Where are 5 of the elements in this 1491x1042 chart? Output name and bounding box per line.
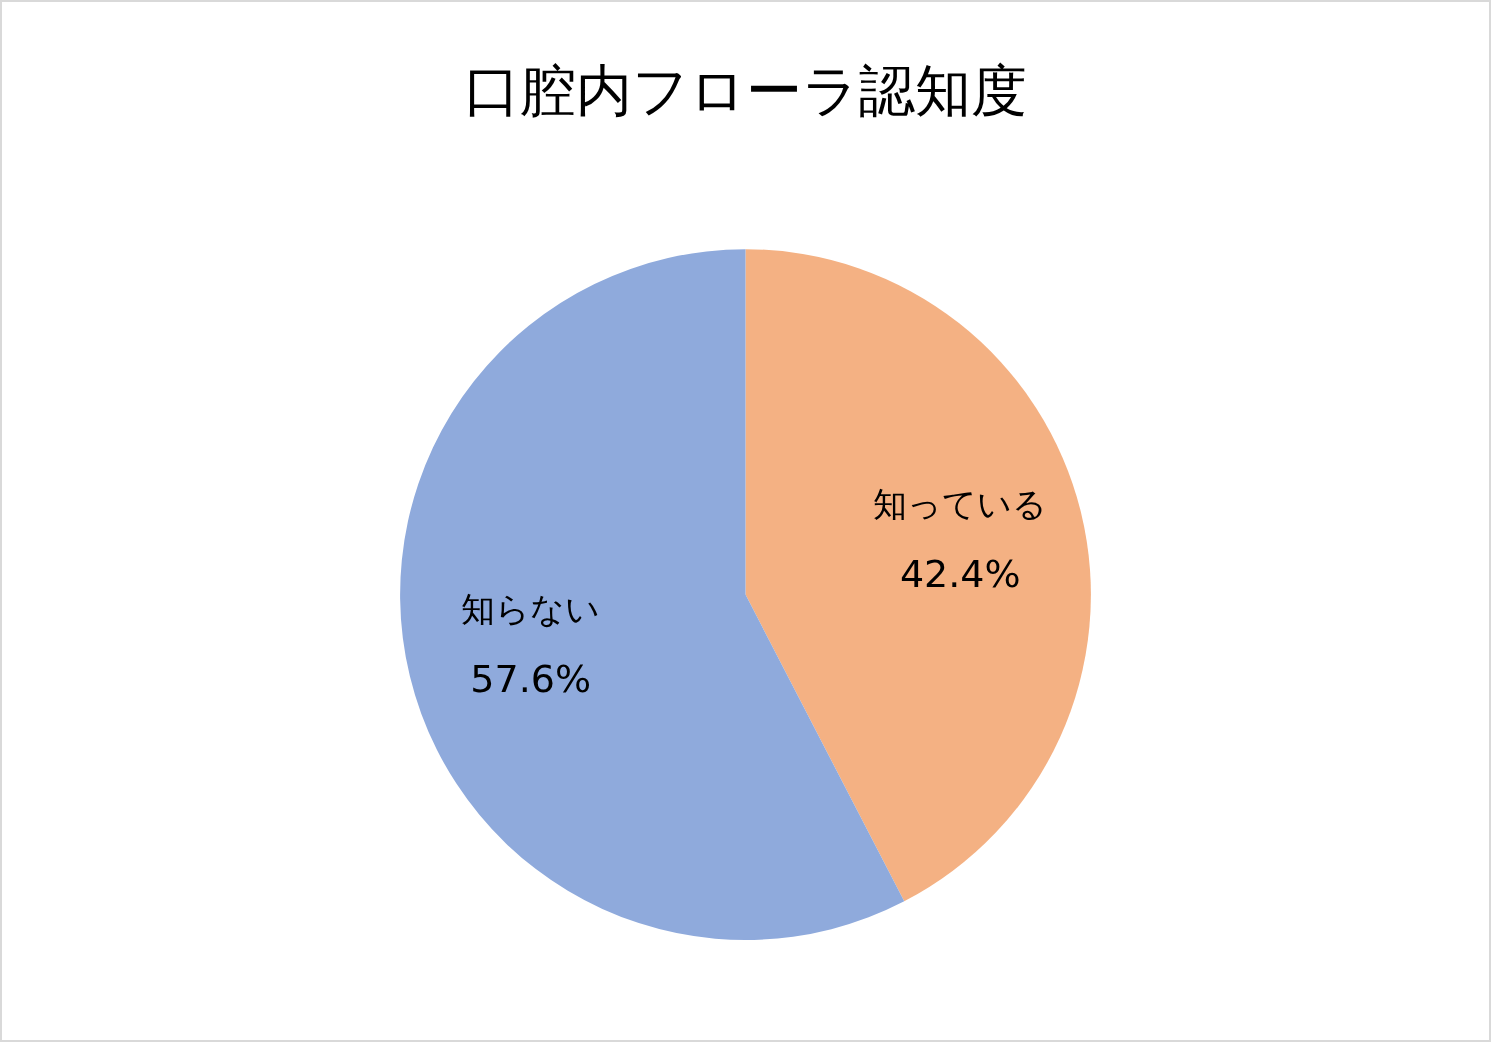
data-label: 57.6% bbox=[470, 656, 592, 701]
slice-label: 知らない bbox=[461, 588, 601, 629]
chart-title: 口腔内フローラ認知度 bbox=[464, 58, 1027, 124]
slice-label: 知っている bbox=[873, 484, 1048, 525]
data-label: 42.4% bbox=[899, 552, 1021, 597]
